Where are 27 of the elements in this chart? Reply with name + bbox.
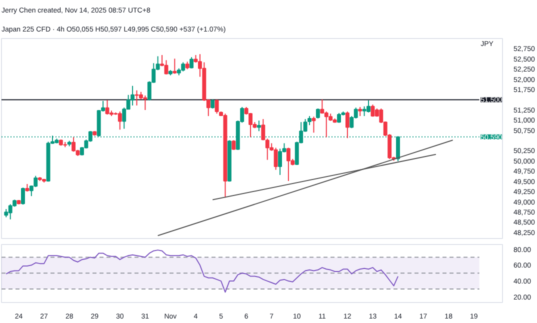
candlestick — [21, 187, 25, 206]
candlestick — [362, 106, 366, 117]
candlestick — [312, 116, 316, 134]
candlestick — [72, 136, 76, 152]
candlestick — [34, 175, 38, 188]
candlestick — [316, 108, 320, 119]
candlestick — [358, 106, 362, 117]
candlestick — [286, 147, 290, 182]
candlestick — [130, 85, 135, 106]
candlestick — [370, 104, 375, 118]
candlestick — [210, 98, 215, 109]
candlestick — [232, 140, 236, 150]
candlestick — [324, 111, 328, 138]
candlestick — [190, 56, 194, 69]
candlestick — [164, 60, 168, 75]
candlestick — [320, 98, 324, 114]
candlestick — [274, 147, 278, 170]
candlestick — [118, 111, 122, 130]
candlestick — [214, 99, 219, 114]
candlestick — [172, 58, 177, 74]
candlestick — [345, 111, 350, 139]
candlestick — [8, 204, 12, 220]
candlestick — [181, 62, 186, 72]
candlestick — [256, 120, 261, 132]
candlestick — [143, 95, 148, 111]
line-series — [6, 250, 398, 293]
candlestick — [366, 100, 370, 113]
